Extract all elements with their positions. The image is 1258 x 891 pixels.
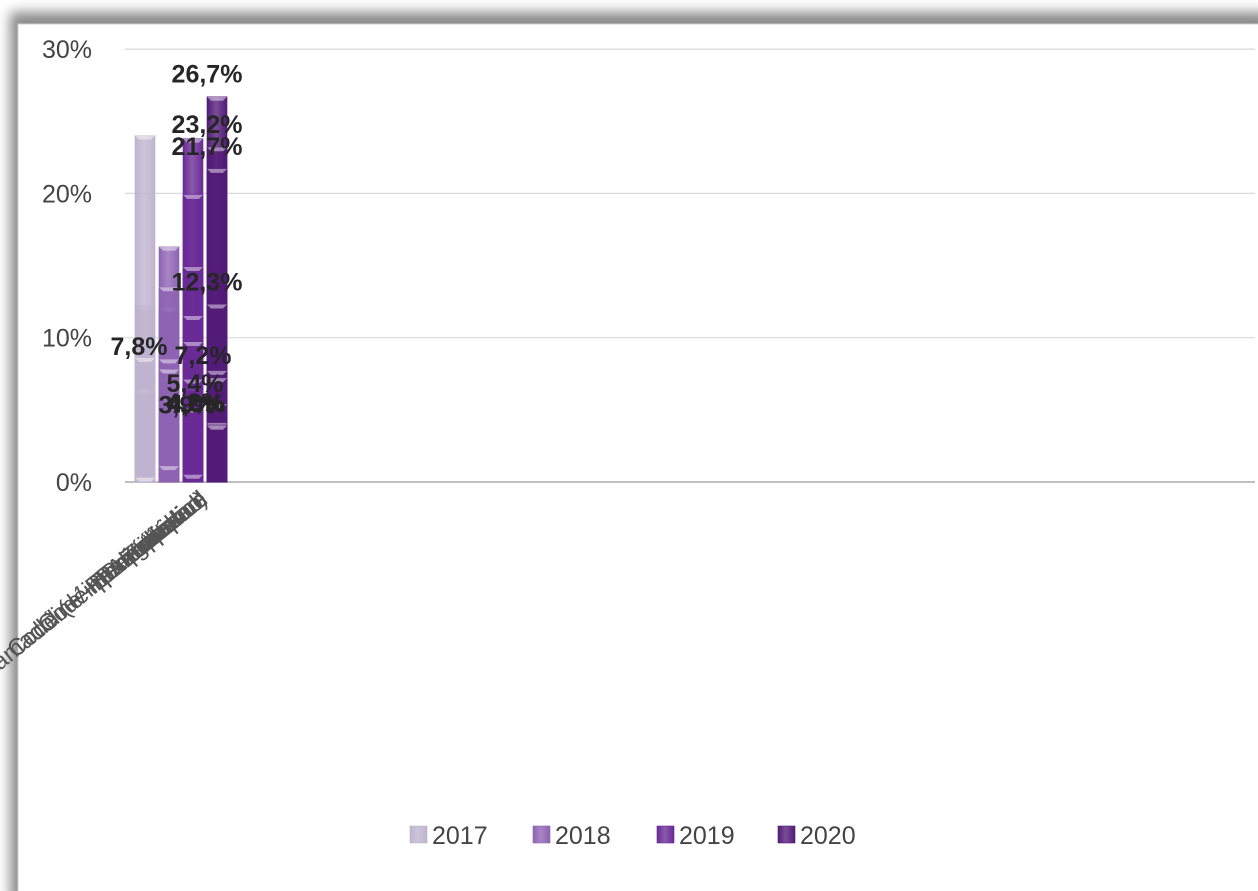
legend-swatch — [656, 825, 675, 844]
legend-item: 2018 — [532, 822, 611, 850]
bar — [158, 369, 180, 483]
bar-cap — [159, 466, 179, 471]
y-axis: 0% 10% 20% 30% — [42, 36, 92, 497]
bar-cap — [183, 342, 203, 347]
bar-cap — [207, 378, 227, 383]
bar-cap — [183, 266, 203, 271]
bar-body — [206, 425, 228, 483]
bar-cap — [183, 408, 203, 413]
legend: 2017 2018 2019 2020 — [409, 822, 856, 850]
bar-cap — [183, 379, 203, 384]
bar-body — [134, 477, 156, 483]
data-label: 12,3% — [172, 269, 243, 297]
bar-cap — [207, 96, 227, 101]
bar-cap — [159, 287, 179, 292]
data-label: 4,0% — [169, 390, 226, 418]
legend-item: 2020 — [777, 822, 856, 850]
data-label: 26,7% — [172, 61, 243, 89]
bar-cap — [159, 246, 179, 251]
legend-label: 2018 — [555, 822, 611, 850]
bar-cap — [183, 316, 203, 321]
data-label: 4,2% — [167, 389, 224, 417]
legend-label: 2020 — [800, 822, 856, 850]
data-label: 5,4% — [167, 370, 224, 398]
bar-cap — [183, 474, 203, 479]
bar-cap — [207, 425, 227, 430]
bar — [134, 357, 156, 483]
legend-item: 2019 — [656, 822, 735, 850]
data-label: 7,8% — [111, 333, 168, 361]
bar-cap — [207, 147, 227, 152]
bar — [182, 474, 204, 483]
data-label: 7,2% — [175, 342, 232, 370]
legend-swatch — [777, 825, 796, 844]
bar — [158, 465, 180, 483]
y-tick-label: 20% — [42, 180, 92, 208]
bar-cap — [135, 357, 155, 362]
bar — [134, 477, 156, 483]
data-label: 23,2% — [172, 111, 243, 139]
bar-cap — [207, 304, 227, 309]
bar-cap — [207, 404, 227, 409]
bar-cap — [159, 359, 179, 364]
legend-swatch — [532, 825, 551, 844]
bar-cap — [183, 138, 203, 143]
bar-cap — [135, 135, 155, 140]
bar-body — [158, 465, 180, 483]
bar-body — [182, 474, 204, 483]
legend-label: 2017 — [432, 822, 488, 850]
y-tick-label: 30% — [42, 36, 92, 64]
bar-cap — [207, 168, 227, 173]
bar-cap — [207, 370, 227, 375]
bar-cap — [135, 477, 155, 482]
y-tick-label: 0% — [56, 469, 92, 497]
legend-item: 2017 — [409, 822, 488, 850]
data-label: 21,7% — [172, 133, 243, 161]
bar-cap — [183, 194, 203, 199]
bar-cap — [159, 369, 179, 374]
legend-swatch — [409, 825, 428, 844]
data-label: 3,9% — [159, 392, 216, 420]
y-tick-label: 10% — [42, 325, 92, 353]
bar — [206, 425, 228, 483]
bar-body — [134, 357, 156, 483]
data-labels: 26,7% 23,2%21,7% 12,3% 7,8% 7,2%5,4%4,2%4,0%… — [111, 61, 243, 420]
legend-label: 2019 — [679, 822, 735, 850]
gridlines — [125, 48, 1255, 483]
bars — [134, 96, 228, 483]
